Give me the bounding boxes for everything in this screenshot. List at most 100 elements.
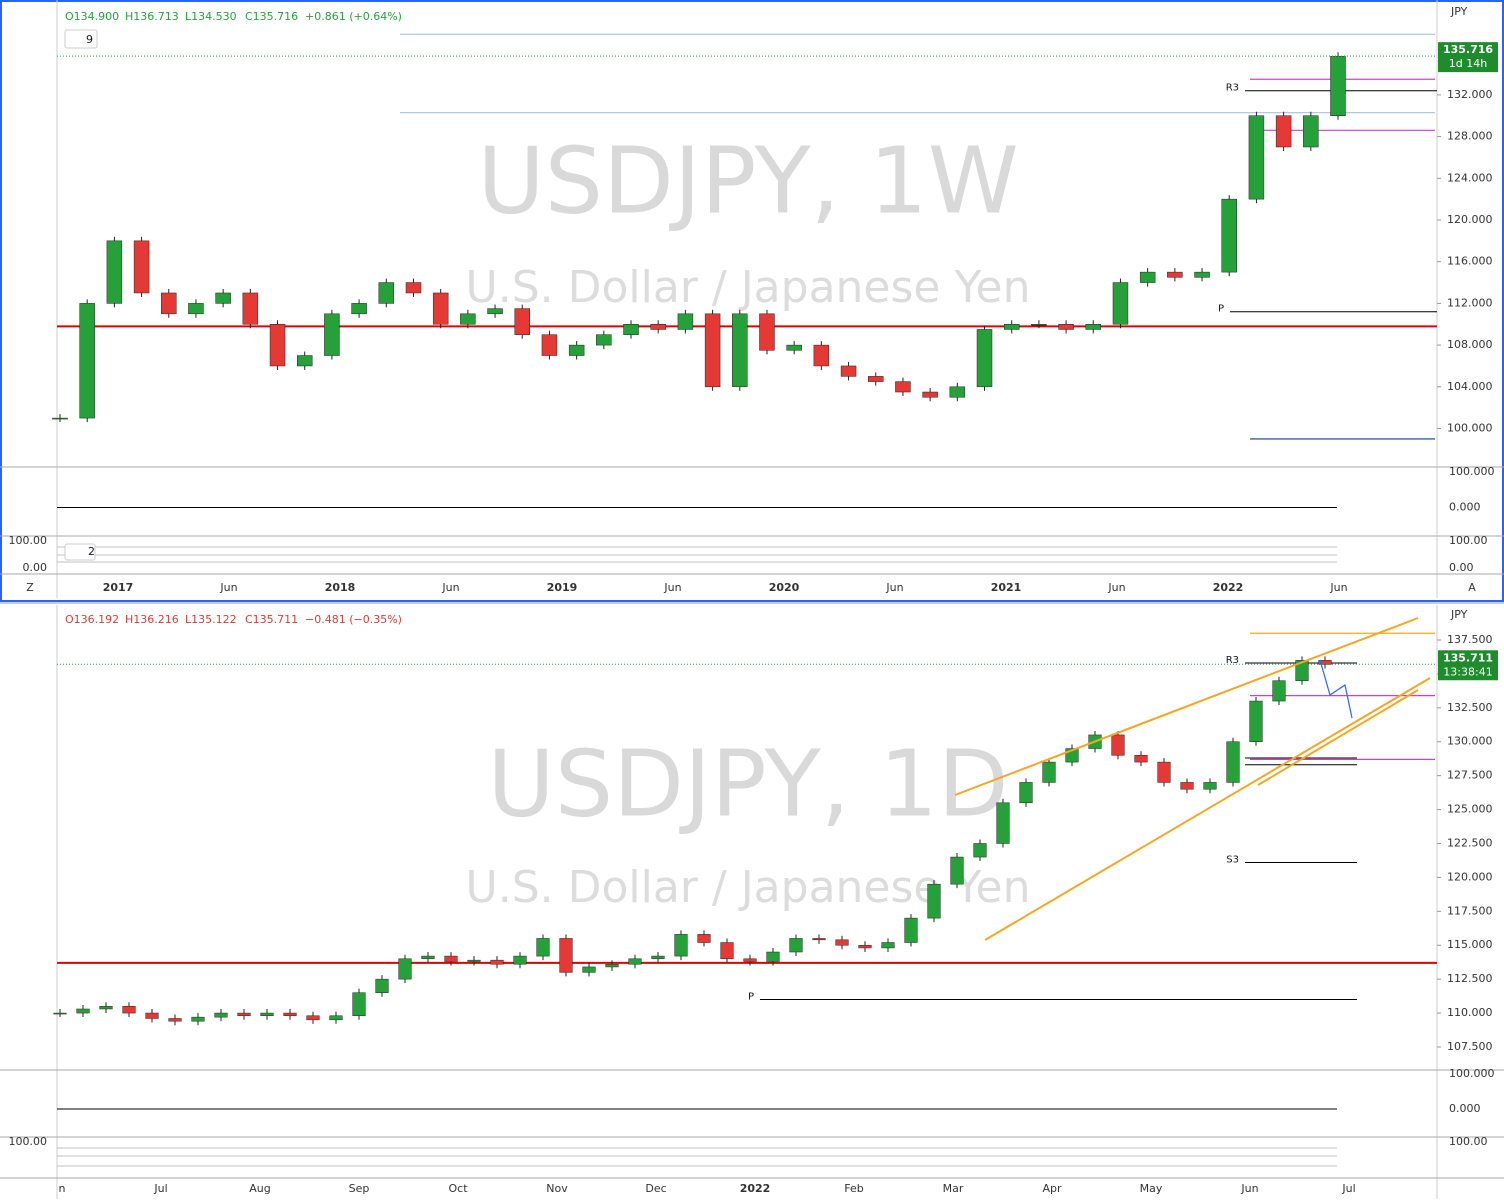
time-label: 2021 — [991, 581, 1022, 594]
ohlc-change: −0.481 (−0.35%) — [305, 613, 402, 626]
y-tick-label: 122.500 — [1447, 836, 1493, 849]
candle — [324, 313, 340, 356]
stoch-axis-label: 100.00 — [1449, 1135, 1488, 1148]
time-label: May — [1140, 1182, 1163, 1195]
candle — [1085, 323, 1102, 330]
time-label: Oct — [448, 1182, 468, 1195]
candle — [76, 1008, 90, 1014]
candle — [1194, 271, 1210, 278]
candle — [351, 303, 367, 315]
candle — [650, 323, 666, 330]
y-tick-label: 132.000 — [1447, 88, 1493, 101]
candle — [1221, 198, 1237, 273]
y-tick-label: 100.000 — [1447, 422, 1493, 435]
candle — [214, 1012, 228, 1018]
trend-channel — [984, 677, 1431, 941]
stoch-axis-label: 100.00 — [1449, 534, 1488, 547]
candle — [1019, 782, 1033, 804]
auto-scale-button[interactable]: A — [1468, 581, 1476, 594]
candle — [1275, 115, 1292, 148]
candle — [927, 883, 941, 919]
stoch-toggle[interactable] — [64, 543, 96, 561]
time-label: 2019 — [547, 581, 578, 594]
candle — [895, 381, 911, 393]
osc-axis-label: 100.000 — [1449, 465, 1495, 478]
candle — [786, 344, 802, 351]
time-label: Sep — [349, 1182, 370, 1195]
projection-arrow — [1319, 659, 1353, 719]
candle — [269, 323, 286, 367]
candle — [704, 313, 721, 388]
time-label: Jun — [1107, 581, 1125, 594]
stoch-axis-label-left: 100.00 — [9, 534, 48, 547]
candle — [623, 323, 639, 335]
candle — [950, 856, 964, 885]
candle — [766, 951, 780, 962]
candle — [1248, 115, 1265, 200]
candle — [904, 917, 918, 943]
candle — [283, 1012, 297, 1017]
y-tick-label: 104.000 — [1447, 380, 1493, 393]
candle — [976, 329, 993, 388]
candle — [1295, 660, 1309, 681]
currency: JPY — [1450, 608, 1468, 621]
candle — [1203, 782, 1217, 790]
candle — [1180, 782, 1194, 790]
candle — [514, 308, 530, 335]
candle — [813, 344, 830, 367]
candle — [812, 938, 826, 941]
candle — [1272, 680, 1286, 702]
time-label: Jun — [885, 581, 903, 594]
candle — [398, 958, 412, 980]
trend-channel — [1257, 689, 1419, 786]
indicator-toggle[interactable] — [64, 29, 98, 49]
description-watermark: U.S. Dollar / Japanese Yen — [466, 262, 1031, 313]
ohlc-low: L134.530 — [185, 10, 237, 23]
candle — [949, 386, 966, 398]
symbol-watermark: USDJPY, 1D — [487, 730, 1008, 837]
candle — [1111, 734, 1125, 756]
time-label: Dec — [645, 1182, 666, 1195]
time-label: Feb — [844, 1182, 863, 1195]
candle — [732, 313, 748, 388]
indicator-count: 9 — [86, 33, 93, 46]
candle — [596, 334, 612, 346]
y-tick-label: 112.000 — [1447, 296, 1493, 309]
time-label: Apr — [1042, 1182, 1062, 1195]
candle — [405, 282, 422, 294]
candle — [628, 958, 642, 965]
candle — [378, 282, 395, 304]
time-label: Jun — [441, 581, 459, 594]
scale-mode-button[interactable]: Z — [26, 581, 34, 594]
countdown: 13:38:41 — [1443, 665, 1492, 678]
candle — [605, 963, 619, 968]
candle — [1303, 115, 1319, 148]
candle — [1042, 761, 1056, 783]
y-tick-label: 127.500 — [1447, 769, 1493, 782]
time-label: Jun — [1329, 581, 1347, 594]
osc-axis-label: 100.000 — [1449, 1067, 1495, 1080]
candle — [487, 308, 503, 315]
y-tick-label: 107.500 — [1447, 1040, 1493, 1053]
y-tick-label: 115.000 — [1447, 938, 1493, 951]
time-label: 2022 — [1213, 581, 1244, 594]
stoch-axis-label-left: 100.00 — [9, 1135, 48, 1148]
candle — [352, 992, 366, 1017]
time-label: Aug — [249, 1182, 270, 1195]
last-price-label: 135.711 — [1443, 651, 1493, 664]
pivot-label: S3 — [1226, 854, 1239, 865]
y-tick-label: 110.000 — [1447, 1006, 1493, 1019]
stoch-axis-label-left: 0.00 — [23, 561, 48, 574]
candle — [260, 1012, 274, 1017]
y-tick-label: 132.500 — [1447, 701, 1493, 714]
candle — [568, 344, 585, 356]
last-price-box — [1438, 650, 1498, 681]
y-tick-label: 112.500 — [1447, 972, 1493, 985]
time-label: Jul — [153, 1182, 167, 1195]
candle — [697, 934, 711, 943]
candle — [1139, 271, 1156, 283]
candle — [161, 292, 177, 315]
candle — [168, 1018, 182, 1022]
candle — [52, 417, 68, 420]
y-tick-label: 117.500 — [1447, 904, 1493, 917]
